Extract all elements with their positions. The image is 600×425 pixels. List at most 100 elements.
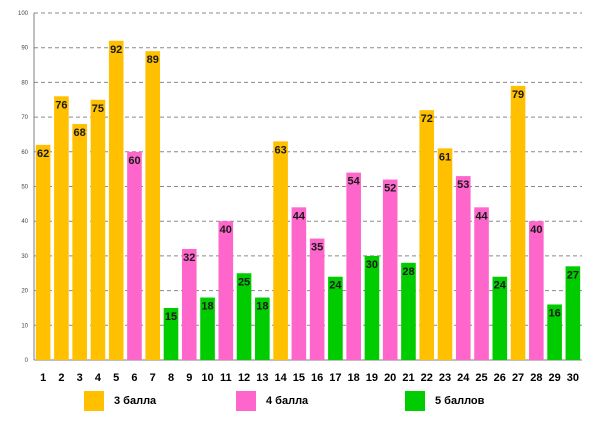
bar-19 <box>364 255 380 360</box>
bar-1 <box>35 144 51 360</box>
data-label-2: 76 <box>55 99 67 111</box>
x-tick-label-23: 23 <box>439 372 451 384</box>
x-tick-label-24: 24 <box>457 372 470 384</box>
bar-2 <box>54 96 69 360</box>
x-tick-label-14: 14 <box>274 372 287 384</box>
bar-26 <box>492 276 508 360</box>
bar-29 <box>547 304 562 360</box>
bar-20 <box>382 179 398 360</box>
x-tick-label-11: 11 <box>220 372 232 384</box>
x-tick-label-25: 25 <box>475 372 487 384</box>
bar-21 <box>401 262 416 360</box>
x-tick-label-7: 7 <box>150 372 156 384</box>
y-tick-label-40: 40 <box>21 219 28 225</box>
data-label-11: 40 <box>220 224 232 236</box>
data-label-9: 32 <box>183 252 195 264</box>
bar-27 <box>510 85 526 361</box>
data-label-24: 53 <box>457 179 469 191</box>
bar-8 <box>163 307 179 360</box>
legend-label-4-balla: 4 балла <box>266 395 309 407</box>
x-tick-label-4: 4 <box>95 372 102 384</box>
data-label-26: 24 <box>494 280 507 292</box>
bar-30 <box>565 266 581 360</box>
x-tick-label-6: 6 <box>131 372 137 384</box>
bar-22 <box>419 110 435 360</box>
x-tick-label-9: 9 <box>186 372 192 384</box>
y-tick-label-0: 0 <box>25 358 29 364</box>
x-tick-label-20: 20 <box>384 372 396 384</box>
bar-4 <box>90 99 106 360</box>
data-label-7: 89 <box>147 54 159 66</box>
legend-swatch-5-ballov <box>405 391 425 411</box>
data-label-1: 62 <box>37 148 49 160</box>
data-label-4: 75 <box>92 103 104 115</box>
legend-swatch-3-balla <box>84 391 104 411</box>
data-label-6: 60 <box>128 155 140 167</box>
data-label-14: 63 <box>274 144 286 156</box>
bar-11 <box>218 221 234 360</box>
bar-16 <box>309 238 325 360</box>
data-label-3: 68 <box>74 127 86 139</box>
bar-5 <box>108 40 124 360</box>
x-tick-label-8: 8 <box>168 372 174 384</box>
x-tick-label-28: 28 <box>530 372 542 384</box>
y-tick-label-100: 100 <box>18 11 29 17</box>
bar-24 <box>455 176 471 360</box>
data-label-15: 44 <box>293 210 306 222</box>
y-tick-label-60: 60 <box>21 150 28 156</box>
legend-item-4-balla: 4 балла <box>236 391 308 411</box>
bar-10 <box>200 297 215 360</box>
data-label-22: 72 <box>421 113 433 125</box>
x-tick-label-10: 10 <box>201 372 213 384</box>
x-tick-label-30: 30 <box>567 372 579 384</box>
data-label-28: 40 <box>530 224 542 236</box>
bar-15 <box>291 207 307 360</box>
legend-item-3-balla: 3 балла <box>84 391 156 411</box>
x-tick-label-27: 27 <box>512 372 524 384</box>
bar-12 <box>236 273 252 360</box>
x-tick-label-21: 21 <box>402 372 414 384</box>
x-tick-label-18: 18 <box>348 372 360 384</box>
x-tick-label-3: 3 <box>77 372 83 384</box>
x-tick-label-22: 22 <box>421 372 433 384</box>
data-label-21: 28 <box>402 266 414 278</box>
x-tick-label-19: 19 <box>366 372 378 384</box>
x-tick-label-15: 15 <box>293 372 305 384</box>
x-tick-label-12: 12 <box>238 372 250 384</box>
y-tick-label-90: 90 <box>21 46 28 52</box>
y-tick-label-80: 80 <box>21 80 28 86</box>
bar-13 <box>255 297 270 360</box>
bar-6 <box>127 151 142 360</box>
x-tick-label-26: 26 <box>494 372 506 384</box>
x-tick-label-2: 2 <box>58 372 64 384</box>
data-label-13: 18 <box>256 301 268 313</box>
data-label-16: 35 <box>311 242 323 254</box>
data-label-25: 44 <box>475 210 488 222</box>
legend-label-3-balla: 3 балла <box>114 395 157 407</box>
bar-18 <box>346 172 361 360</box>
data-label-10: 18 <box>201 301 213 313</box>
x-tick-label-16: 16 <box>311 372 323 384</box>
data-label-27: 79 <box>512 89 524 101</box>
data-label-5: 92 <box>110 44 122 56</box>
bar-7 <box>145 51 161 361</box>
bar-9 <box>181 248 197 360</box>
x-tick-label-5: 5 <box>113 372 119 384</box>
legend-item-5-ballov: 5 баллов <box>405 391 484 411</box>
x-tick-label-17: 17 <box>329 372 341 384</box>
data-label-8: 15 <box>165 311 177 323</box>
x-tick-label-1: 1 <box>40 372 46 384</box>
legend-swatch-4-balla <box>236 391 256 411</box>
bar-14 <box>273 141 288 360</box>
data-label-20: 52 <box>384 183 396 195</box>
legend-label-5-ballov: 5 баллов <box>435 395 485 407</box>
y-tick-label-10: 10 <box>21 323 28 329</box>
y-tick-label-50: 50 <box>21 185 28 191</box>
data-label-12: 25 <box>238 276 250 288</box>
y-tick-label-30: 30 <box>21 254 28 260</box>
bar-25 <box>474 207 489 360</box>
bar-28 <box>529 221 544 360</box>
bar-3 <box>72 124 87 360</box>
data-label-29: 16 <box>548 307 560 319</box>
